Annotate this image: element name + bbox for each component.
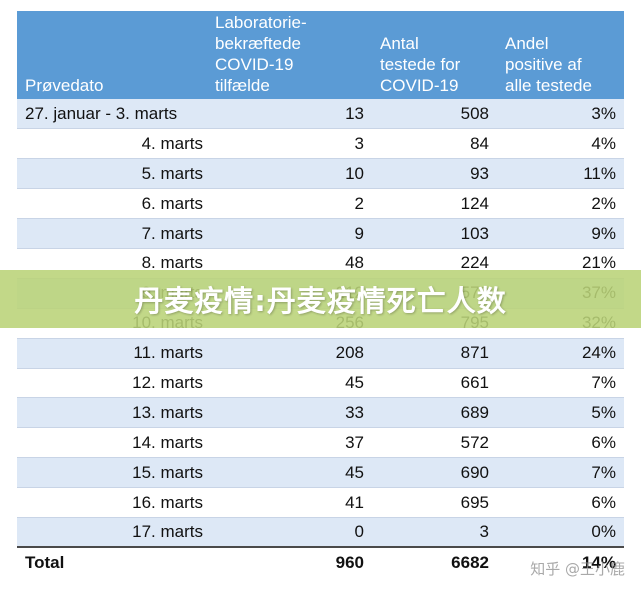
table-body: 27. januar - 3. marts 13 508 3% 4. marts 3 84 4… [17, 99, 624, 578]
header-label: Andel positive af alle testede [505, 34, 592, 95]
cell-date: 7. marts [17, 218, 207, 249]
cell-tested: 690 [372, 457, 497, 489]
cell-positive-share: 7% [497, 368, 624, 399]
table-row: 17. marts 0 3 0% [17, 517, 624, 548]
table-row: 4. marts 3 84 4% [17, 128, 624, 160]
cell-confirmed: 37 [207, 427, 372, 459]
cell-date: 27. januar - 3. marts [17, 99, 207, 130]
table-row: 15. marts 45 690 7% [17, 457, 624, 489]
cell-total-confirmed: 960 [207, 546, 372, 578]
table-row: 11. marts 208 871 24% [17, 338, 624, 369]
cell-positive-share: 6% [497, 427, 624, 459]
cell-tested: 124 [372, 188, 497, 220]
cell-positive-share: 9% [497, 218, 624, 249]
cell-date: 6. marts [17, 188, 207, 220]
cell-confirmed: 10 [207, 158, 372, 190]
cell-positive-share: 5% [497, 397, 624, 429]
header-label: Prøvedato [25, 76, 104, 95]
title-banner: 丹麦疫情:丹麦疫情死亡人数 [0, 270, 641, 328]
cell-date: 14. marts [17, 427, 207, 459]
cell-positive-share: 11% [497, 158, 624, 190]
header-confirmed-cases: Laboratorie- bekræftede COVID-19 tilfæld… [207, 11, 372, 99]
cell-positive-share: 7% [497, 457, 624, 489]
cell-confirmed: 13 [207, 99, 372, 130]
cell-positive-share: 0% [497, 517, 624, 548]
cell-tested: 103 [372, 218, 497, 249]
cell-confirmed: 41 [207, 487, 372, 518]
header-positive-share: Andel positive af alle testede [497, 11, 624, 99]
cell-confirmed: 0 [207, 517, 372, 548]
cell-confirmed: 45 [207, 368, 372, 399]
header-tested: Antal testede for COVID-19 [372, 11, 497, 99]
table-row: 5. marts 10 93 11% [17, 158, 624, 190]
cell-confirmed: 9 [207, 218, 372, 249]
banner-title: 丹麦疫情:丹麦疫情死亡人数 [134, 284, 507, 318]
cell-date: 12. marts [17, 368, 207, 399]
cell-tested: 661 [372, 368, 497, 399]
watermark: 知乎 @王小鹿 [530, 560, 625, 578]
cell-confirmed: 45 [207, 457, 372, 489]
table-header-row: Prøvedato Laboratorie- bekræftede COVID-… [17, 11, 624, 99]
table-total-row: Total 960 6682 14% [17, 546, 624, 578]
cell-date: 13. marts [17, 397, 207, 429]
cell-confirmed: 33 [207, 397, 372, 429]
header-label: Antal testede for COVID-19 [380, 34, 461, 95]
table-row: 6. marts 2 124 2% [17, 188, 624, 220]
cell-positive-share: 6% [497, 487, 624, 518]
cell-total-label: Total [17, 546, 207, 578]
cell-positive-share: 24% [497, 338, 624, 369]
table-row: 13. marts 33 689 5% [17, 397, 624, 429]
cell-tested: 3 [372, 517, 497, 548]
cell-date: 15. marts [17, 457, 207, 489]
cell-tested: 84 [372, 128, 497, 160]
cell-confirmed: 2 [207, 188, 372, 220]
header-label: Laboratorie- bekræftede COVID-19 tilfæld… [215, 13, 307, 95]
cell-tested: 508 [372, 99, 497, 130]
cell-date: 4. marts [17, 128, 207, 160]
cell-confirmed: 208 [207, 338, 372, 369]
cell-date: 5. marts [17, 158, 207, 190]
cell-tested: 871 [372, 338, 497, 369]
cell-date: 11. marts [17, 338, 207, 369]
cell-total-tested: 6682 [372, 546, 497, 578]
cell-positive-share: 3% [497, 99, 624, 130]
cell-total-positive-share: 14% [497, 546, 624, 578]
cell-tested: 93 [372, 158, 497, 190]
cell-tested: 572 [372, 427, 497, 459]
cell-positive-share: 4% [497, 128, 624, 160]
table-row: 27. januar - 3. marts 13 508 3% [17, 99, 624, 130]
cell-confirmed: 3 [207, 128, 372, 160]
table-row: 7. marts 9 103 9% [17, 218, 624, 249]
table-row: 14. marts 37 572 6% [17, 427, 624, 459]
cell-positive-share: 2% [497, 188, 624, 220]
table-row: 16. marts 41 695 6% [17, 487, 624, 518]
cell-tested: 689 [372, 397, 497, 429]
cell-date: 17. marts [17, 517, 207, 548]
cell-tested: 695 [372, 487, 497, 518]
cell-date: 16. marts [17, 487, 207, 518]
header-provedato: Prøvedato [17, 11, 207, 99]
table-row: 12. marts 45 661 7% [17, 368, 624, 399]
